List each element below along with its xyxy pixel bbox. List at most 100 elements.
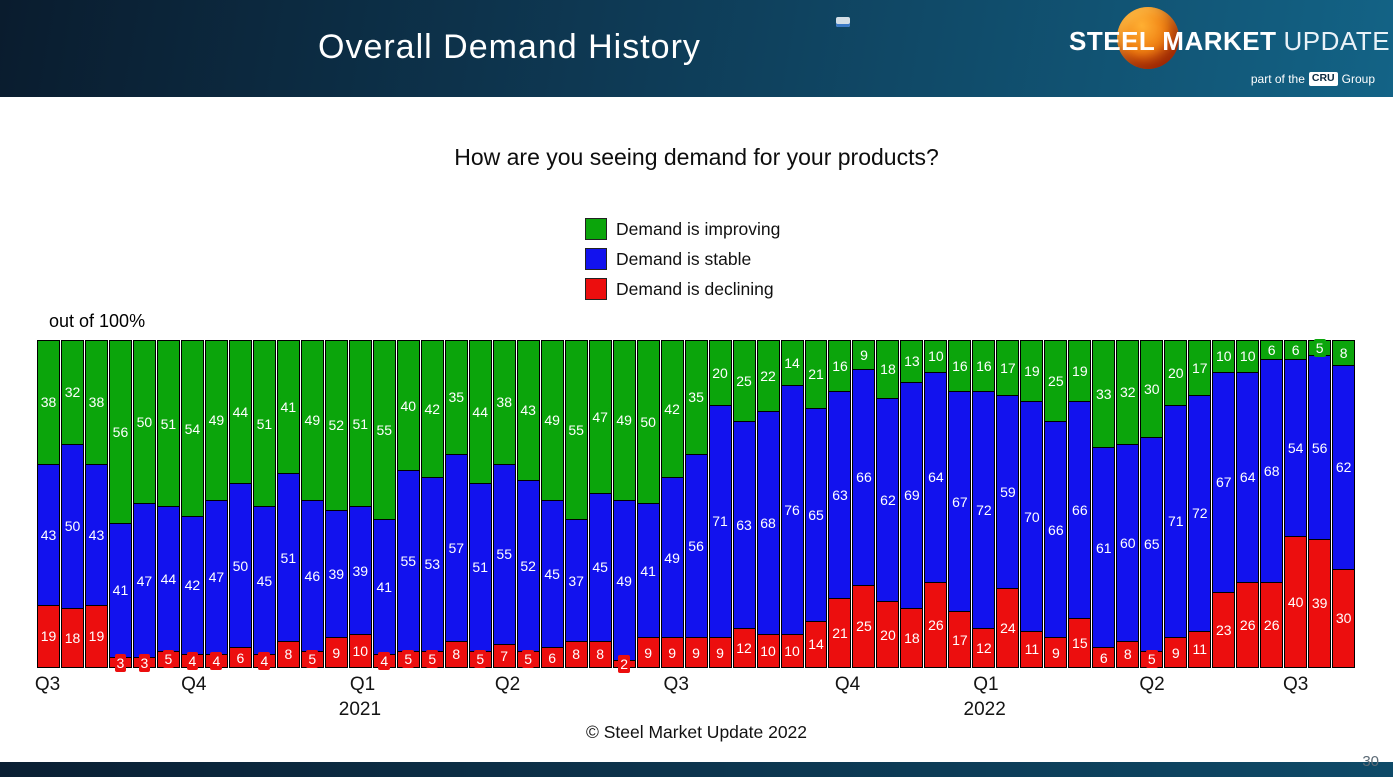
segment-label: 9 — [690, 643, 702, 662]
segment-improving: 16 — [972, 340, 996, 393]
segment-declining: 3 — [132, 653, 156, 672]
axis-note: out of 100% — [49, 311, 146, 331]
logo-word-steel: STEEL — [1069, 26, 1156, 56]
segment-stable: 61 — [1092, 448, 1116, 649]
segment-label: 49 — [542, 411, 562, 430]
segment-stable: 41 — [636, 504, 660, 639]
segment-label: 10 — [1237, 347, 1258, 366]
segment-improving: 42 — [660, 340, 684, 478]
segment-label: 38 — [86, 393, 107, 412]
bar-column: 49 49 2 — [612, 340, 636, 674]
segment-label: 49 — [206, 411, 227, 430]
segment-label: 12 — [734, 638, 754, 657]
segment-label: 10 — [926, 347, 946, 366]
segment-stable: 49 — [660, 477, 684, 639]
segment-label: 51 — [350, 414, 371, 433]
bar-column: 54 42 4 — [180, 340, 204, 670]
segment-label: 11 — [1190, 640, 1210, 659]
segment-declining: 11 — [1020, 631, 1044, 668]
segment-stable: 71 — [708, 405, 732, 639]
segment-improving: 44 — [228, 340, 252, 485]
segment-label: 41 — [638, 561, 658, 580]
segment-declining: 40 — [1284, 536, 1308, 668]
segment-label: 13 — [902, 352, 922, 371]
segment-improving: 47 — [588, 340, 612, 495]
smu-logo-text: STEEL MARKET UPDATE — [1069, 26, 1390, 57]
segment-label: 8 — [570, 645, 583, 664]
segment-declining: 5 — [1140, 650, 1164, 669]
segment-stable: 50 — [60, 444, 84, 609]
segment-improving: 20 — [708, 340, 732, 406]
bar-column: 21 65 14 — [804, 340, 828, 668]
segment-label: 45 — [254, 571, 275, 590]
segment-declining: 15 — [1068, 618, 1092, 668]
segment-label: 70 — [1022, 507, 1042, 526]
segment-stable: 55 — [492, 464, 516, 646]
segment-declining: 8 — [564, 641, 588, 668]
segment-label: 64 — [926, 468, 946, 487]
segment-label: 68 — [758, 514, 778, 533]
bar-column: 44 51 5 — [468, 340, 492, 669]
segment-improving: 56 — [108, 340, 132, 524]
bar-column: 35 57 8 — [444, 340, 468, 668]
segment-declining: 2 — [612, 655, 636, 674]
segment-improving: 19 — [1020, 340, 1044, 403]
segment-label: 69 — [902, 486, 922, 505]
bar-column: 17 59 24 — [996, 340, 1020, 668]
segment-label: 42 — [662, 399, 682, 418]
segment-label: 32 — [62, 383, 83, 402]
segment-label: 20 — [1165, 363, 1186, 382]
segment-improving: 16 — [948, 340, 972, 393]
segment-label: 4 — [378, 651, 391, 670]
segment-label: 41 — [110, 581, 131, 600]
segment-declining: 5 — [396, 650, 420, 669]
bar-column: 38 55 7 — [492, 340, 516, 668]
segment-label: 54 — [1285, 438, 1306, 457]
segment-label: 16 — [830, 357, 850, 376]
segment-label: 14 — [782, 353, 802, 372]
segment-label: 30 — [1333, 609, 1354, 628]
smu-logo: STEEL MARKET UPDATE part of the CRU Group — [1065, 7, 1390, 90]
segment-label: 59 — [998, 482, 1018, 502]
segment-improving: 19 — [1068, 340, 1092, 403]
segment-label: 39 — [350, 561, 371, 580]
segment-label: 21 — [830, 623, 850, 643]
segment-label: 17 — [998, 358, 1018, 377]
segment-label: 32 — [1118, 383, 1138, 402]
segment-stable: 43 — [84, 464, 108, 606]
cru-badge: CRU — [1308, 72, 1338, 86]
segment-improving: 54 — [180, 340, 204, 518]
segment-improving: 30 — [1140, 340, 1164, 439]
segment-label: 65 — [1141, 535, 1162, 554]
segment-label: 18 — [878, 360, 898, 379]
segment-improving: 10 — [1212, 340, 1236, 373]
x-axis-year-label: 2022 — [963, 699, 1006, 720]
segment-declining: 8 — [276, 641, 300, 668]
segment-label: 8 — [282, 645, 295, 664]
segment-label: 45 — [542, 564, 562, 584]
segment-improving: 55 — [372, 340, 396, 521]
bar-column: 5 56 39 — [1308, 339, 1332, 668]
x-axis-quarter-label: Q3 — [34, 674, 61, 695]
segment-label: 17 — [950, 630, 970, 649]
segment-improving: 51 — [252, 340, 276, 508]
x-axis-quarter-label: Q3 — [1283, 674, 1309, 695]
segment-stable: 45 — [252, 507, 276, 655]
segment-improving: 43 — [516, 340, 540, 482]
segment-improving: 6 — [1284, 340, 1308, 360]
legend-label-stable: Demand is stable — [616, 248, 752, 269]
segment-label: 15 — [1070, 633, 1090, 652]
bar-column: 19 70 11 — [1020, 340, 1044, 668]
bar-column: 16 63 21 — [828, 340, 852, 668]
segment-label: 44 — [470, 403, 490, 422]
bar-column: 47 45 8 — [588, 340, 612, 668]
segment-improving: 25 — [1044, 340, 1068, 422]
segment-improving: 10 — [1236, 340, 1260, 373]
segment-improving: 38 — [84, 340, 108, 465]
segment-label: 68 — [1261, 461, 1282, 480]
segment-stable: 63 — [732, 422, 756, 629]
segment-stable: 64 — [1236, 372, 1260, 583]
segment-label: 56 — [110, 422, 131, 441]
segment-declining: 30 — [1332, 569, 1356, 668]
